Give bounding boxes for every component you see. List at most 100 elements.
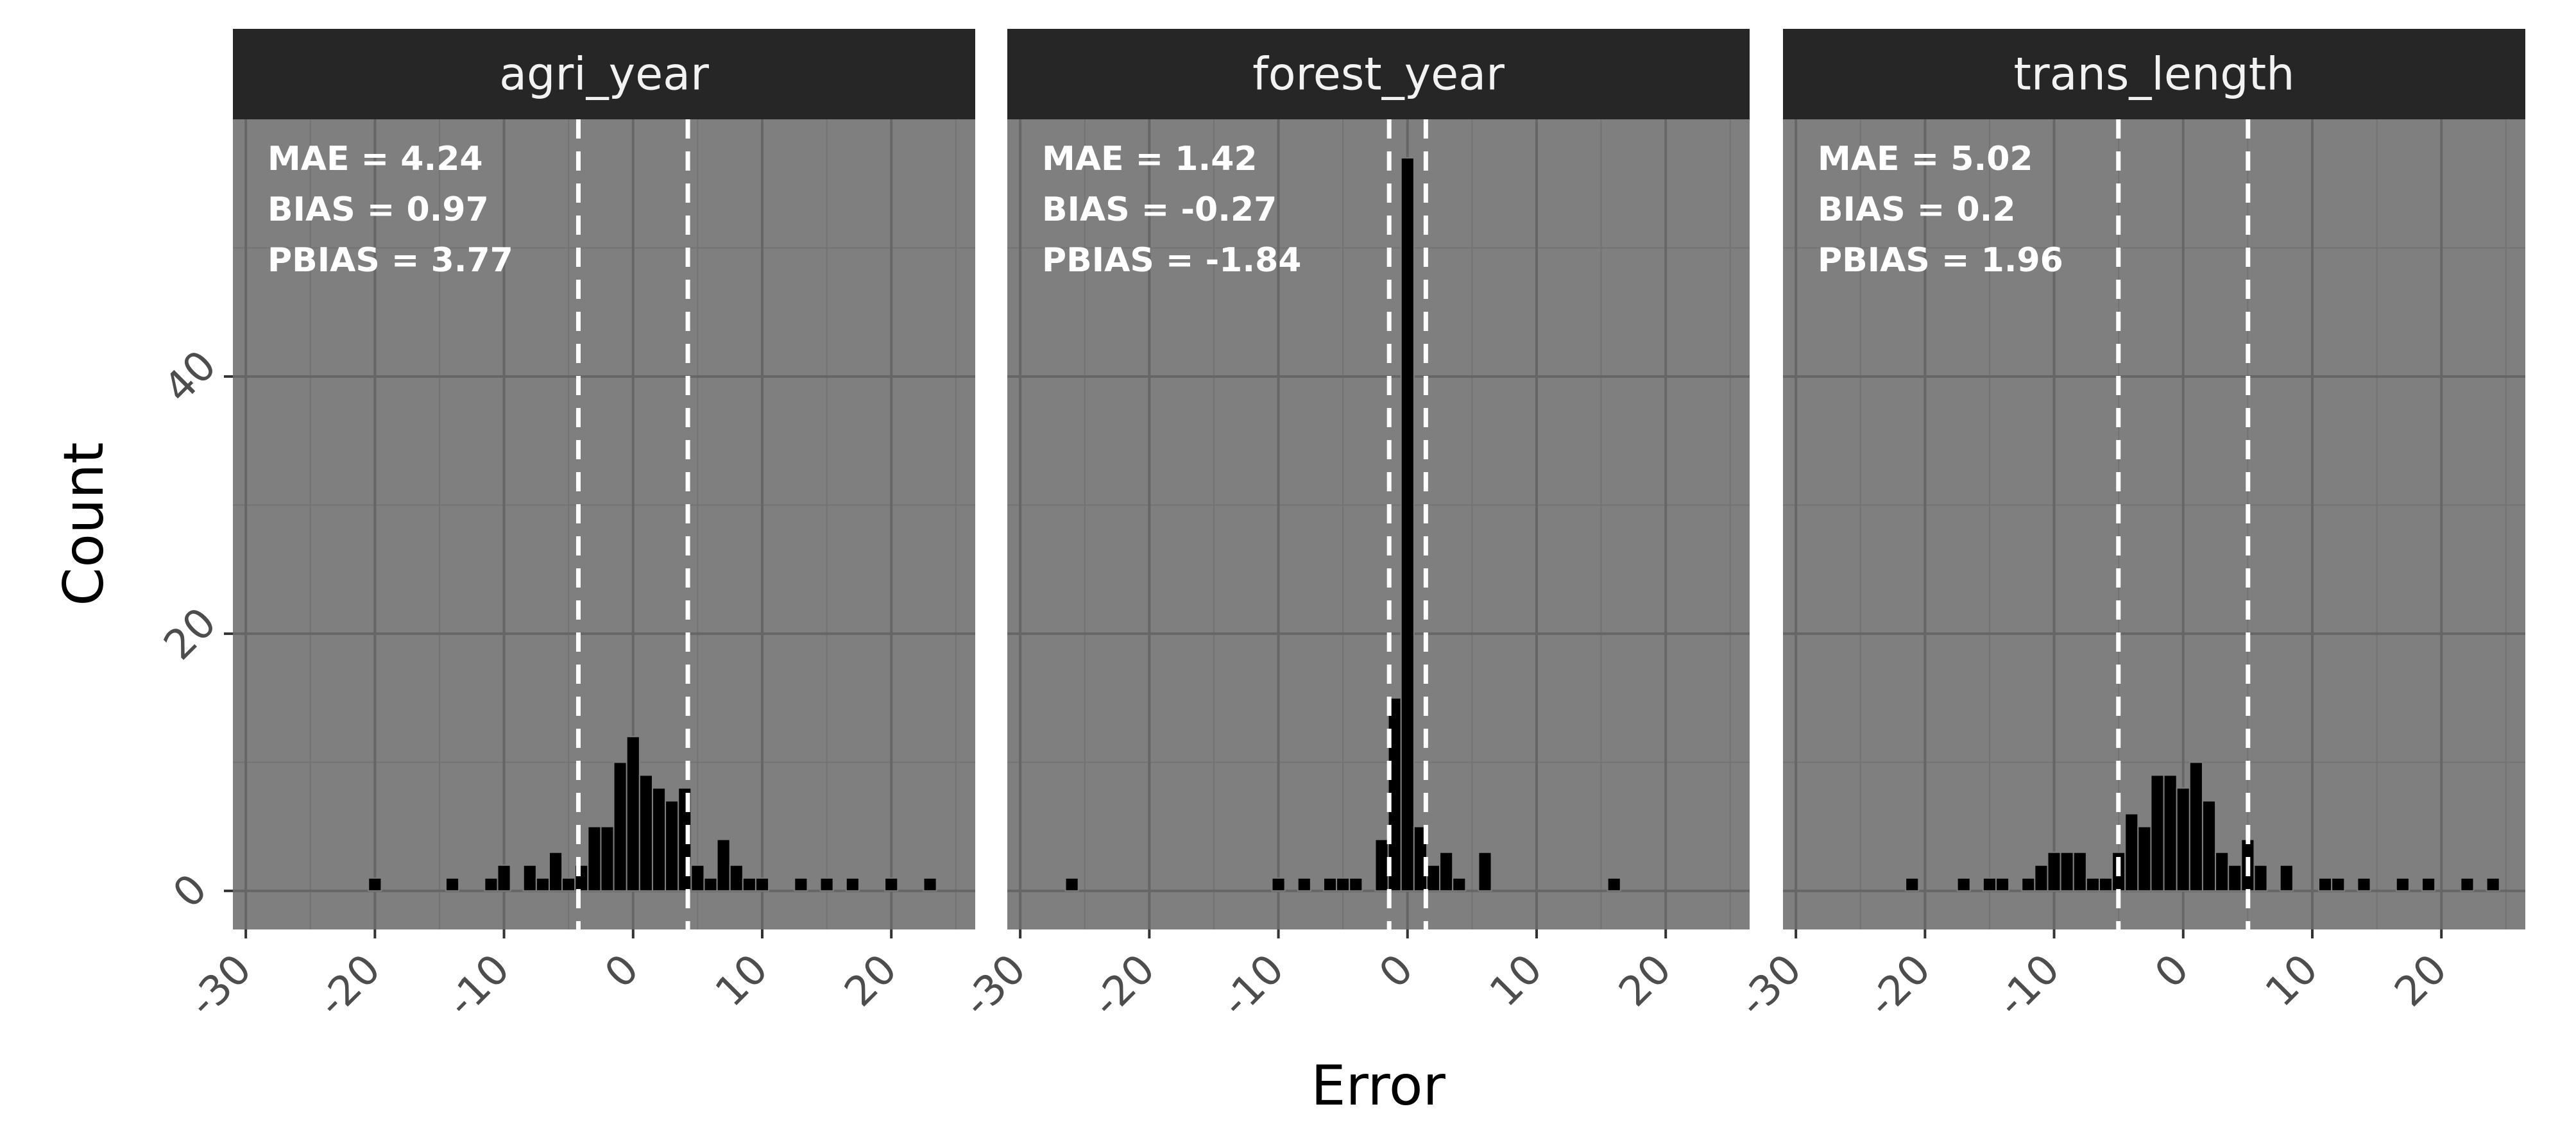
stat-annotation: BIAS = 0.2 <box>1818 191 2016 229</box>
y-axis-title: Count <box>52 442 116 606</box>
x-tick-label: -10 <box>1988 945 2069 1026</box>
x-tick-label: 20 <box>1610 945 1681 1016</box>
x-tick-label: -10 <box>438 945 519 1026</box>
x-tick-label: 20 <box>2386 945 2457 1016</box>
histogram-bar <box>2357 877 2371 892</box>
histogram-bar <box>716 838 731 892</box>
histogram-bar <box>2072 851 2087 892</box>
histogram-bar <box>2318 877 2333 892</box>
histogram-bar <box>2228 864 2242 892</box>
x-tick-label: -30 <box>954 945 1035 1026</box>
histogram-bar <box>2150 774 2165 892</box>
histogram-bar <box>445 877 460 892</box>
histogram-bar <box>1607 877 1621 892</box>
histogram-bar <box>794 877 808 892</box>
facet-panel-forest_year: forest_year MAE = 1.42 BIAS = -0.27 PBIAS =… <box>954 29 1750 1026</box>
stat-annotation: MAE = 5.02 <box>1818 140 2033 178</box>
histogram-bar <box>2124 813 2139 892</box>
stat-annotation: PBIAS = -1.84 <box>1042 241 1301 280</box>
histogram-bar <box>755 877 770 892</box>
histogram-bar <box>1478 851 1492 892</box>
histogram-bar <box>1322 877 1338 892</box>
histogram-bar <box>2486 877 2500 892</box>
histogram-bar <box>600 826 615 892</box>
x-tick-label: -20 <box>1859 945 1940 1026</box>
x-tick-label: -30 <box>1730 945 1811 1026</box>
histogram-bar <box>2021 877 2036 892</box>
histogram-bar <box>742 877 756 892</box>
histogram-bar <box>1995 877 2010 892</box>
histogram-bar <box>1349 877 1363 892</box>
histogram-bar <box>484 877 499 892</box>
histogram-bar <box>2395 877 2410 892</box>
stat-annotation: MAE = 4.24 <box>268 140 483 178</box>
histogram-bar <box>2137 826 2152 892</box>
facet-strip <box>1783 29 2525 119</box>
x-tick-label: 10 <box>1481 945 1551 1016</box>
x-tick-label: 0 <box>1370 945 1422 997</box>
histogram-bar <box>2460 877 2475 892</box>
x-tick-label: -20 <box>309 945 389 1026</box>
facet-panel-trans_length: trans_length MAE = 5.02 BIAS = 0.2 PBIAS = … <box>1730 29 2525 1026</box>
histogram-bar <box>729 864 744 892</box>
x-tick-label: 10 <box>706 945 777 1016</box>
histogram-bar <box>2331 877 2346 892</box>
facet-panel-agri_year: agri_year MAE = 4.24 BIAS = 0.97 PBIAS = 3.… <box>180 29 975 1026</box>
histogram-bar <box>638 774 653 892</box>
histogram-bar <box>497 864 511 892</box>
histogram-bar <box>522 864 537 892</box>
histogram-bar <box>548 851 563 892</box>
x-axis-title: Error <box>1311 1054 1446 1118</box>
histogram-bar <box>665 800 679 892</box>
histogram-bar <box>2098 877 2113 892</box>
histogram-bar <box>2085 877 2100 892</box>
histogram-bar <box>587 826 602 892</box>
histogram-bar <box>1452 877 1467 892</box>
histogram-bar <box>626 736 640 892</box>
histogram-bar <box>2201 800 2217 892</box>
histogram-bar <box>1439 851 1454 892</box>
histogram-bar <box>2176 787 2190 892</box>
x-tick-label: -10 <box>1213 945 1293 1026</box>
x-tick-label: -30 <box>180 945 260 1026</box>
stat-annotation: MAE = 1.42 <box>1042 140 1258 178</box>
facet-strip <box>1007 29 1750 119</box>
histogram-bar <box>2253 864 2268 892</box>
histogram-bar <box>1297 877 1311 892</box>
x-tick-label: 0 <box>596 945 648 997</box>
stat-annotation: PBIAS = 3.77 <box>268 241 513 280</box>
x-tick-label: 10 <box>2256 945 2327 1016</box>
facet-strip <box>233 29 975 119</box>
facet-strip-title: agri_year <box>499 48 709 101</box>
facet-strip-title: forest_year <box>1252 48 1505 101</box>
histogram-bar <box>1426 864 1441 892</box>
histogram-bar <box>2163 774 2178 892</box>
histogram-bar <box>1064 877 1079 892</box>
histogram-bar <box>923 877 937 892</box>
histogram-bar <box>368 877 382 892</box>
histogram-bar <box>1956 877 1971 892</box>
histogram-bar <box>613 761 627 892</box>
histogram-bar <box>845 877 860 892</box>
histogram-bar <box>1374 838 1389 892</box>
panel-background <box>233 119 975 929</box>
histogram-bar <box>819 877 834 892</box>
x-tick-label: 20 <box>836 945 907 1016</box>
histogram-bar <box>1400 157 1415 892</box>
histogram-bar <box>2047 851 2061 892</box>
histogram-bar <box>1982 877 1997 892</box>
stat-annotation: PBIAS = 1.96 <box>1818 241 2063 280</box>
histogram-bar <box>703 877 718 892</box>
histogram-bar <box>690 864 705 892</box>
histogram-bar <box>2215 851 2230 892</box>
histogram-bar <box>651 787 667 892</box>
histogram-bar <box>884 877 899 892</box>
histogram-bar <box>1271 877 1286 892</box>
panel-background <box>1007 119 1750 929</box>
y-tick-label: 40 <box>155 342 226 412</box>
histogram-bar <box>1336 877 1351 892</box>
stat-annotation: BIAS = -0.27 <box>1042 191 1277 229</box>
histogram-bar <box>1905 877 1920 892</box>
x-tick-label: 0 <box>2146 945 2198 997</box>
